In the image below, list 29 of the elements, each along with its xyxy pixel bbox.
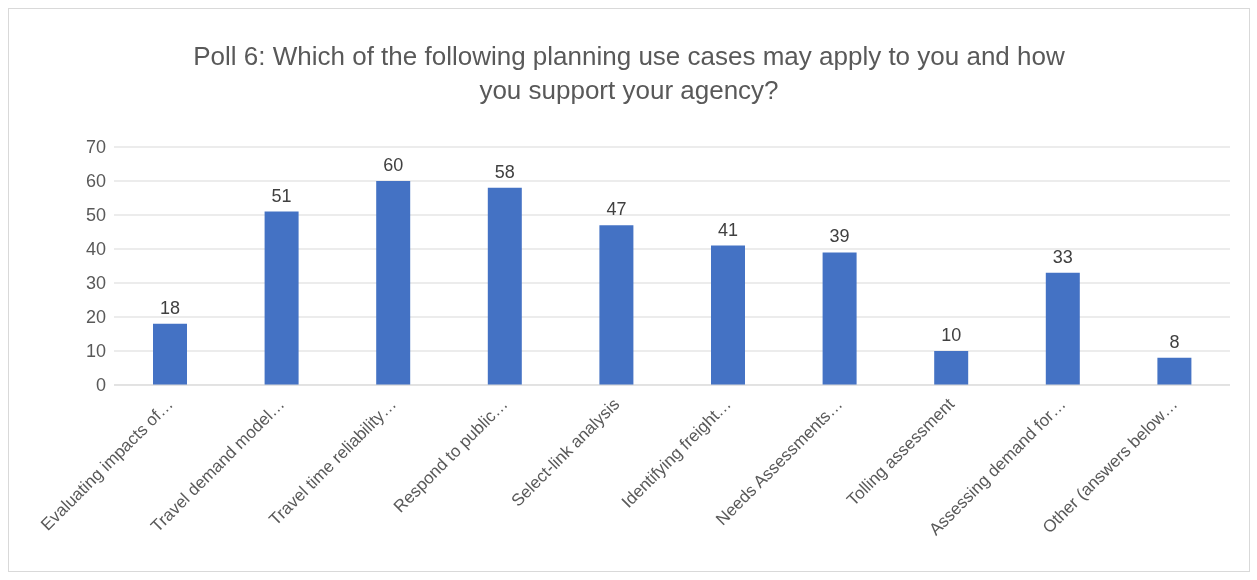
data-label: 18 <box>159 297 181 318</box>
bar <box>264 211 299 385</box>
data-label: 47 <box>606 199 627 220</box>
data-label: 51 <box>271 185 292 206</box>
data-label: 58 <box>494 161 515 182</box>
bar <box>711 245 745 385</box>
data-label: 33 <box>1052 246 1073 267</box>
data-label: 39 <box>829 226 850 247</box>
y-tick-label: 70 <box>85 137 106 158</box>
bar <box>934 351 969 385</box>
chart-title: Poll 6: Which of the following planning use cases may apply to you and how you support your agency? <box>192 40 1066 107</box>
data-label: 10 <box>941 325 962 345</box>
data-label: 60 <box>383 155 404 175</box>
bar <box>1045 272 1080 385</box>
bar <box>376 181 411 385</box>
y-tick-label: 0 <box>95 375 106 396</box>
bar <box>1157 357 1192 385</box>
bar <box>153 323 187 385</box>
y-tick-label: 20 <box>85 307 106 328</box>
y-tick-label: 60 <box>85 171 106 192</box>
data-label: 41 <box>717 219 739 240</box>
y-tick-label: 10 <box>85 341 106 362</box>
bar <box>487 187 522 385</box>
y-tick-label: 40 <box>85 239 106 260</box>
bar <box>599 225 634 385</box>
data-label: 8 <box>1169 331 1180 352</box>
y-tick-label: 50 <box>85 205 106 226</box>
y-tick-label: 30 <box>85 273 106 294</box>
bar <box>822 252 857 385</box>
